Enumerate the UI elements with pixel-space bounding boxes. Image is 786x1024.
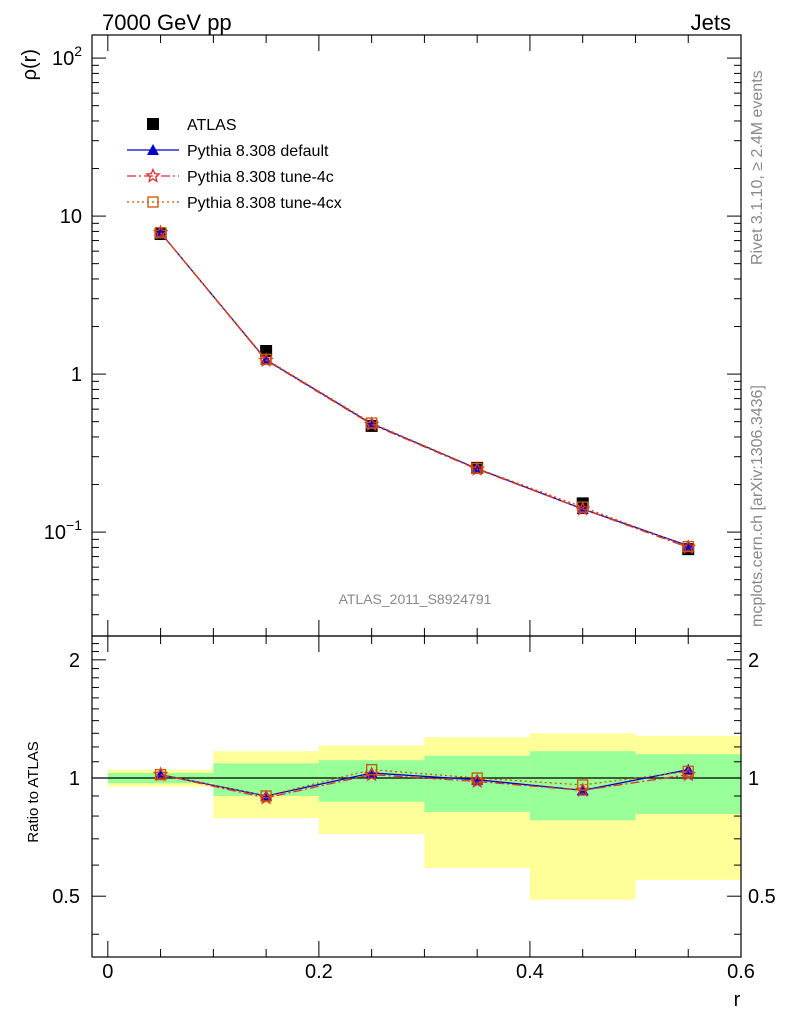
ratio-series-point <box>366 764 378 776</box>
main-series-line <box>160 232 689 549</box>
ratio-y-tick-label: 1 <box>69 768 80 790</box>
ratio-plot-frame <box>91 635 742 958</box>
ratio-series-point <box>577 779 589 791</box>
main-y-tick-label: 10 <box>60 206 82 228</box>
ratio-y-tick-label-right: 1 <box>748 768 759 790</box>
x-axis-label: r <box>734 989 741 1011</box>
ratio-y-axis-label: Ratio to ATLAS <box>25 741 42 842</box>
ratio-series-point <box>471 772 483 784</box>
main-y-tick-label: 10−1 <box>44 517 82 544</box>
analysis-id-label: ATLAS_2011_S8924791 <box>339 591 492 607</box>
main-y-tick-label: 1 <box>71 364 82 386</box>
x-tick-label: 0 <box>102 961 113 983</box>
ratio-y-tick-label-right: 2 <box>748 650 759 672</box>
legend-entry-label: Pythia 8.308 tune-4cx <box>187 195 342 212</box>
main-series-line <box>160 232 689 548</box>
mcplots-label: mcplots.cern.ch [arXiv:1306.3436] <box>749 385 766 627</box>
ratio-y-tick-label-right: 0.5 <box>748 886 776 908</box>
rivet-version-label: Rivet 3.1.10, ≥ 2.4M events <box>749 70 766 265</box>
main-series-point <box>682 540 694 553</box>
main-series-line <box>160 232 689 547</box>
legend-marker <box>145 167 161 183</box>
ratio-series-line <box>160 773 689 799</box>
main-y-tick-label: 102 <box>52 43 82 70</box>
header-left: 7000 GeV pp <box>102 10 232 35</box>
main-series-point <box>471 462 483 475</box>
ratio-y-tick-label: 0.5 <box>52 886 80 908</box>
legend-entry-label: ATLAS <box>187 117 237 134</box>
ratio-series-line <box>160 769 689 797</box>
x-tick-label: 0.4 <box>516 961 544 983</box>
main-y-axis-label: ρ(r) <box>19 49 41 80</box>
main-series-point <box>260 353 272 365</box>
legend-entry-label: Pythia 8.308 tune-4c <box>187 169 334 186</box>
main-series-point <box>577 501 589 513</box>
legend-entry-label: Pythia 8.308 default <box>187 143 329 160</box>
main-series-point <box>366 417 378 429</box>
x-tick-label: 0.2 <box>305 961 333 983</box>
ratio-series-point <box>260 790 272 802</box>
ratio-series-line <box>160 769 689 797</box>
uncertainty-band-inner <box>635 754 741 814</box>
ratio-y-tick-label: 2 <box>69 650 80 672</box>
legend-marker <box>147 144 159 155</box>
legend-marker <box>147 118 159 130</box>
header-right: Jets <box>691 10 731 35</box>
ratio-plot-area <box>92 733 741 900</box>
x-tick-label: 0.6 <box>727 961 755 983</box>
ratio-series-point <box>154 768 167 781</box>
main-series-point <box>154 227 167 239</box>
ratio-series-point <box>682 765 694 777</box>
legend-marker <box>147 196 159 208</box>
legend: ATLAS Pythia 8.308 default Pythia 8.308 tu… <box>127 117 342 212</box>
